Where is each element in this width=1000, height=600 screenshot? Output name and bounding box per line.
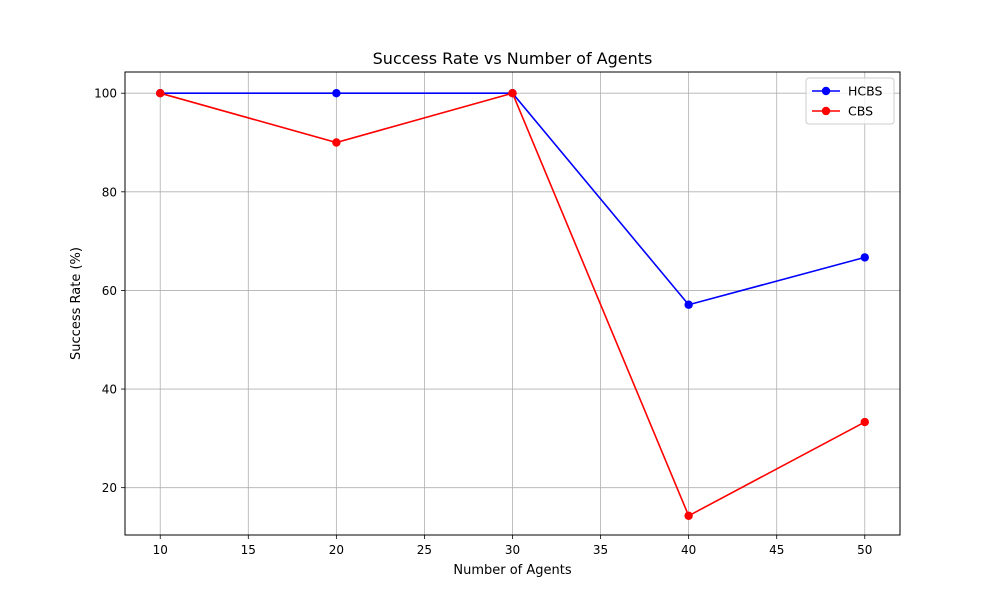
- y-tick-label: 60: [102, 284, 117, 298]
- cbs-data-point: [684, 511, 693, 520]
- x-tick-label: 20: [329, 543, 344, 557]
- x-tick-label: 35: [593, 543, 608, 557]
- x-tick-label: 50: [857, 543, 872, 557]
- cbs-legend-label: CBS: [848, 104, 873, 119]
- y-axis-label: Success Rate (%): [69, 247, 84, 360]
- series-lines: [156, 89, 869, 520]
- hcbs-legend-label: HCBS: [848, 84, 882, 99]
- cbs-legend-marker: [821, 106, 831, 116]
- y-tick-label: 40: [102, 383, 117, 397]
- hcbs-data-point: [860, 253, 869, 262]
- cbs-data-point: [332, 138, 341, 147]
- hcbs-data-point: [684, 300, 693, 309]
- legend: HCBS CBS: [805, 77, 895, 125]
- y-tick-label: 100: [94, 87, 117, 101]
- hcbs-data-point: [332, 89, 341, 98]
- x-tick-label: 25: [417, 543, 432, 557]
- hcbs-legend-marker: [821, 86, 831, 96]
- y-tick-label: 20: [102, 481, 117, 495]
- x-axis-label: Number of Agents: [453, 563, 571, 578]
- axis-ticks: 10 15 20 25 30 35 40 45 50 20 40 60 80 100: [94, 87, 872, 557]
- x-tick-label: 10: [153, 543, 168, 557]
- chart-title: Success Rate vs Number of Agents: [373, 49, 653, 68]
- x-tick-label: 40: [681, 543, 696, 557]
- cbs-data-point: [508, 89, 517, 98]
- x-tick-label: 45: [769, 543, 784, 557]
- y-tick-label: 80: [102, 185, 117, 199]
- cbs-data-point: [860, 417, 869, 427]
- cbs-data-point: [156, 89, 165, 98]
- x-tick-label: 30: [505, 543, 520, 557]
- x-tick-label: 15: [241, 543, 256, 557]
